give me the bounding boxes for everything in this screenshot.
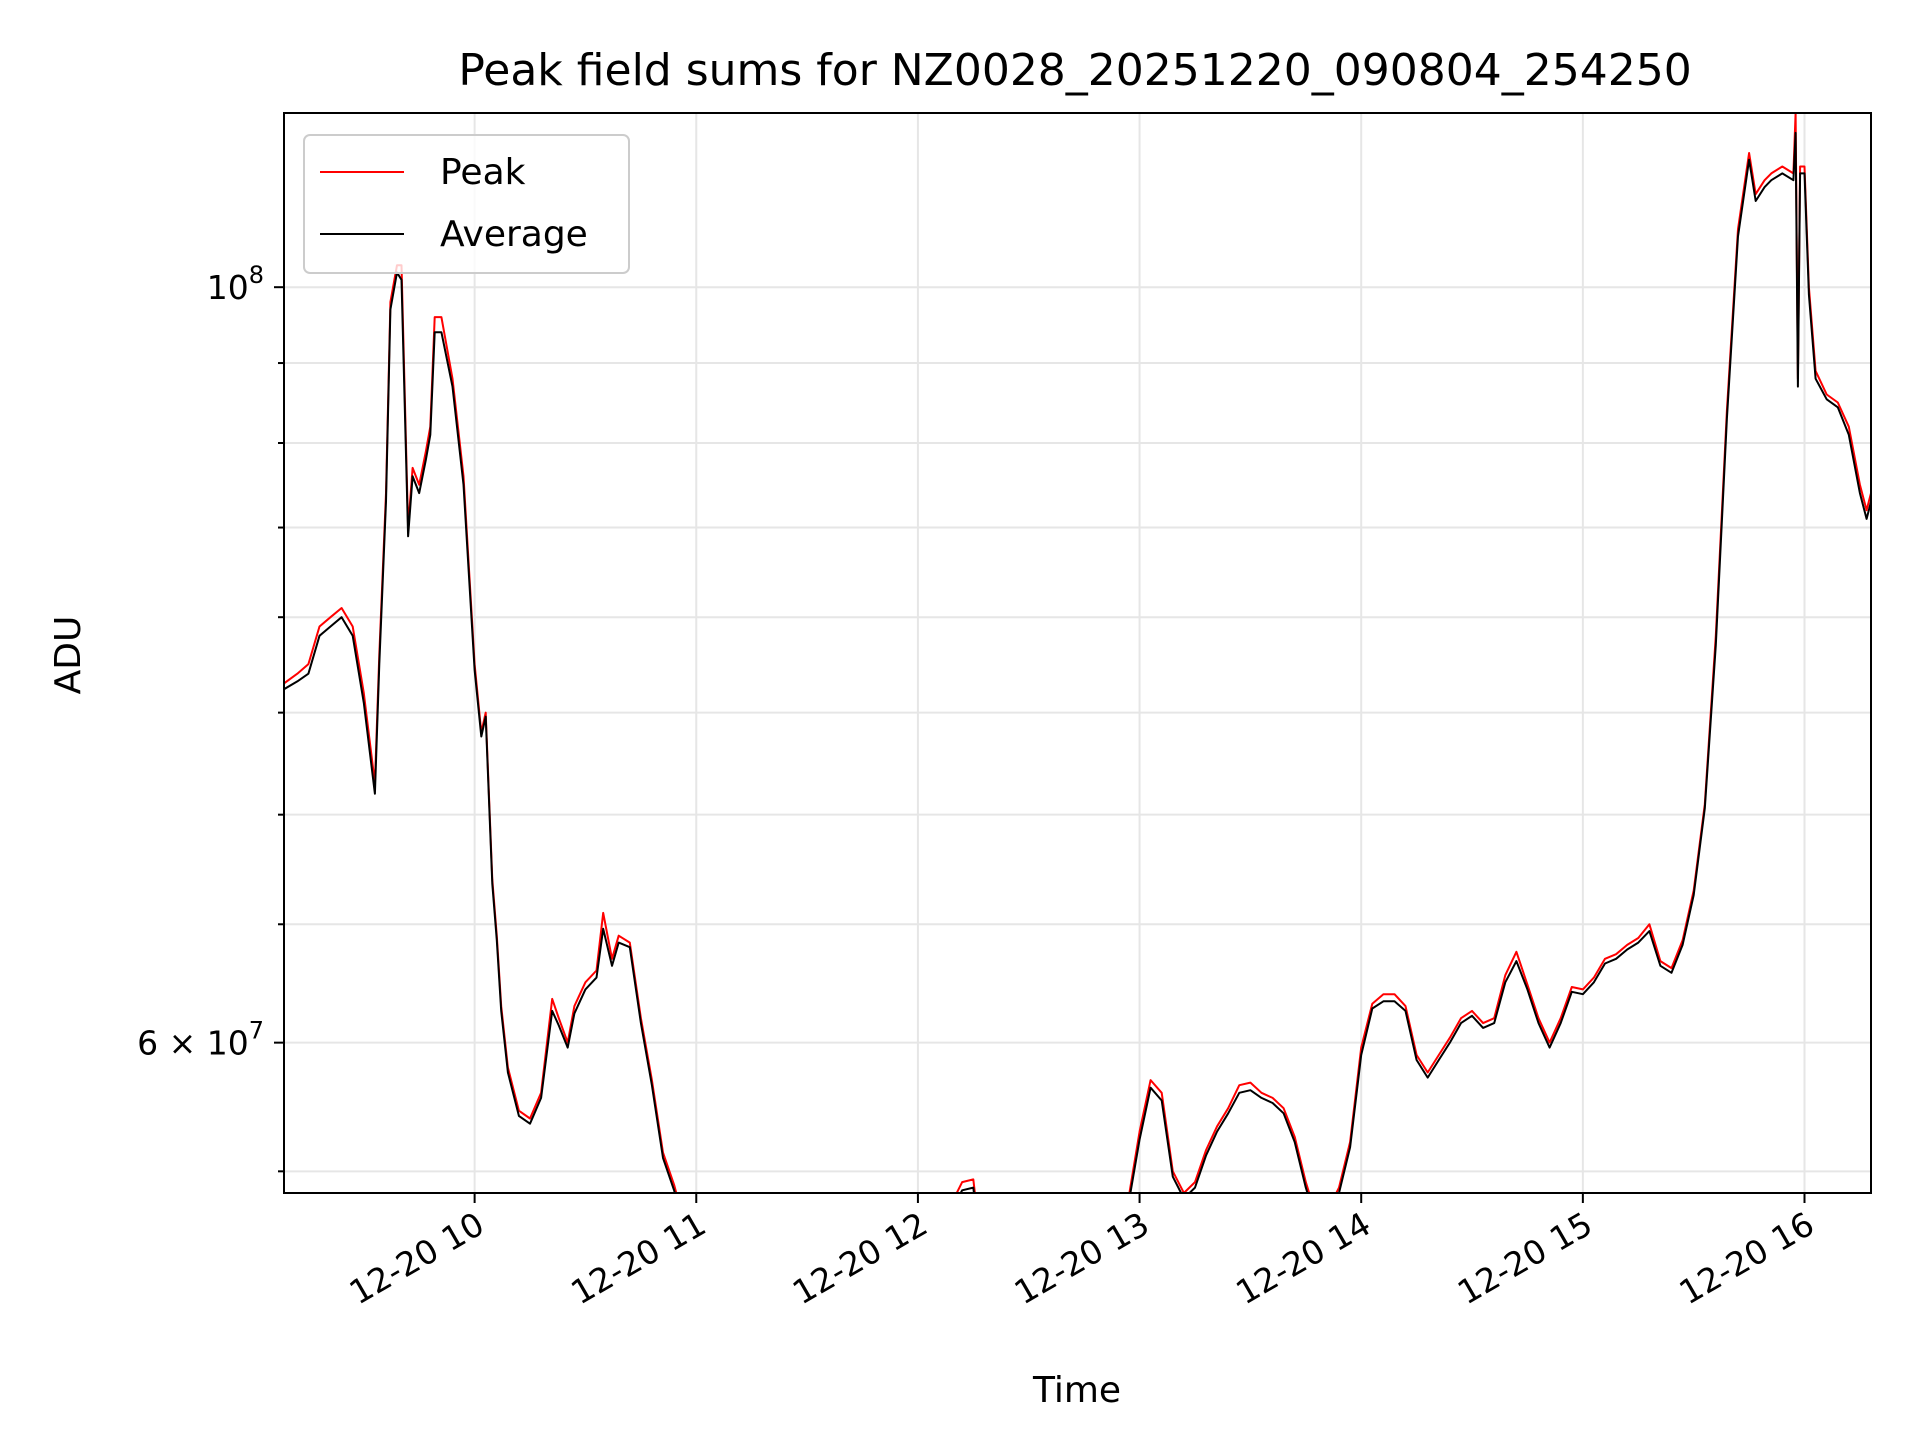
x-tick-label: 12-20 16 [1673, 1204, 1821, 1312]
grid-layer [284, 113, 1871, 1193]
y-tick-label-base: 10 [207, 268, 249, 307]
y-tick-label-base: 6 × 10 [137, 1024, 249, 1063]
plot-frame [283, 112, 1872, 1194]
x-tick-label: 12-20 12 [786, 1204, 934, 1312]
x-tick-label: 12-20 15 [1451, 1204, 1599, 1312]
legend-label-peak: Peak [440, 152, 526, 193]
chart-title: Peak field sums for NZ0028_20251220_0908… [458, 45, 1691, 96]
y-tick-label: 108 [207, 261, 264, 307]
x-axis-ticks: 12-20 10 12-20 11 12-20 12 12-20 13 12-20 14… [343, 1193, 1821, 1312]
legend-box [303, 134, 630, 274]
y-tick-label-exponent: 8 [249, 261, 264, 289]
x-axis-label: Time [1032, 1370, 1121, 1411]
x-tick-label: 12-20 13 [1008, 1204, 1156, 1312]
y-axis-ticks: 108 6 × 107 [137, 261, 284, 1173]
series-line-average [284, 131, 1871, 1193]
y-tick-label: 6 × 107 [137, 1017, 264, 1063]
x-tick-label: 12-20 11 [564, 1204, 712, 1312]
legend-label-average: Average [440, 214, 588, 255]
series-line-peak [284, 113, 1871, 1193]
x-tick-label: 12-20 14 [1229, 1204, 1377, 1312]
y-tick-label-exponent: 7 [249, 1017, 264, 1045]
legend: Peak Average [303, 134, 630, 274]
x-tick-label: 12-20 10 [343, 1204, 491, 1312]
y-axis-label: ADU [48, 616, 89, 695]
series-layer [284, 113, 1871, 1193]
